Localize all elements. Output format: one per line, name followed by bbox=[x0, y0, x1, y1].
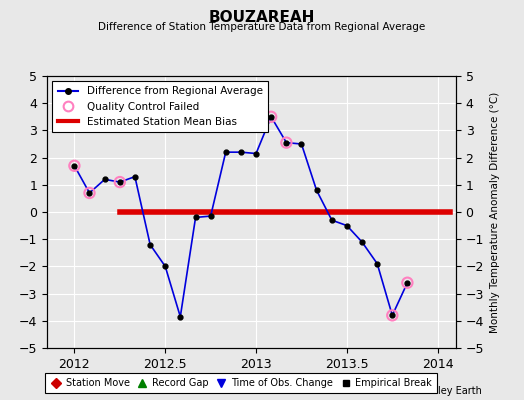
Point bbox=[70, 162, 79, 169]
Point bbox=[403, 280, 411, 286]
Point bbox=[267, 114, 275, 120]
Point bbox=[85, 190, 94, 196]
Point bbox=[388, 312, 397, 318]
Point bbox=[282, 140, 291, 146]
Y-axis label: Monthly Temperature Anomaly Difference (°C): Monthly Temperature Anomaly Difference (… bbox=[489, 91, 500, 333]
Text: Difference of Station Temperature Data from Regional Average: Difference of Station Temperature Data f… bbox=[99, 22, 425, 32]
Legend: Difference from Regional Average, Quality Control Failed, Estimated Station Mean: Difference from Regional Average, Qualit… bbox=[52, 81, 268, 132]
Point bbox=[116, 179, 124, 185]
Text: BOUZAREAH: BOUZAREAH bbox=[209, 10, 315, 25]
Text: Berkeley Earth: Berkeley Earth bbox=[410, 386, 482, 396]
Legend: Station Move, Record Gap, Time of Obs. Change, Empirical Break: Station Move, Record Gap, Time of Obs. C… bbox=[45, 374, 437, 393]
